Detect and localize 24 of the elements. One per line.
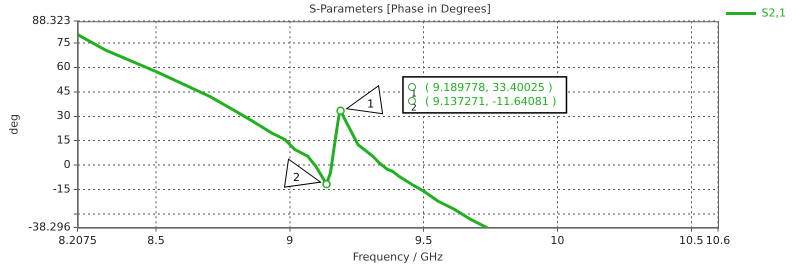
x-tick-label: 8.5 [147, 234, 165, 248]
legend-label: S2,1 [762, 6, 786, 20]
y-tick-label: 45 [56, 84, 71, 98]
x-tick-label: 10.6 [706, 234, 730, 248]
y-tick-label: -38.296 [28, 220, 71, 234]
annotation: ( 9.137271, -11.64081 ) [424, 94, 556, 108]
x-tick-label: 9 [286, 234, 294, 248]
y-tick-label: 60 [56, 60, 71, 74]
x-axis-title: Frequency / GHz [352, 250, 444, 264]
y-tick-label: 0 [64, 158, 71, 172]
x-tick-label: 8.2075 [58, 234, 97, 248]
y-tick-label: 75 [56, 36, 71, 49]
annotation: ( 9.189778, 33.40025 ) [424, 80, 553, 94]
y-tick-label: 88.323 [32, 14, 71, 28]
x-tick-label: 10.5 [679, 234, 704, 248]
x-tick-label: 10 [550, 234, 564, 248]
y-axis-title: deg [7, 114, 20, 135]
y-tick-label: -15 [52, 182, 71, 196]
y-tick-label: 15 [56, 134, 71, 147]
y-tick-label: 30 [56, 109, 71, 122]
x-tick-label: 9.5 [414, 234, 432, 248]
chart-title: S-Parameters [Phase in Degrees] [309, 2, 491, 16]
annotation: 2 [293, 171, 300, 184]
annotation: 1 [367, 98, 374, 111]
